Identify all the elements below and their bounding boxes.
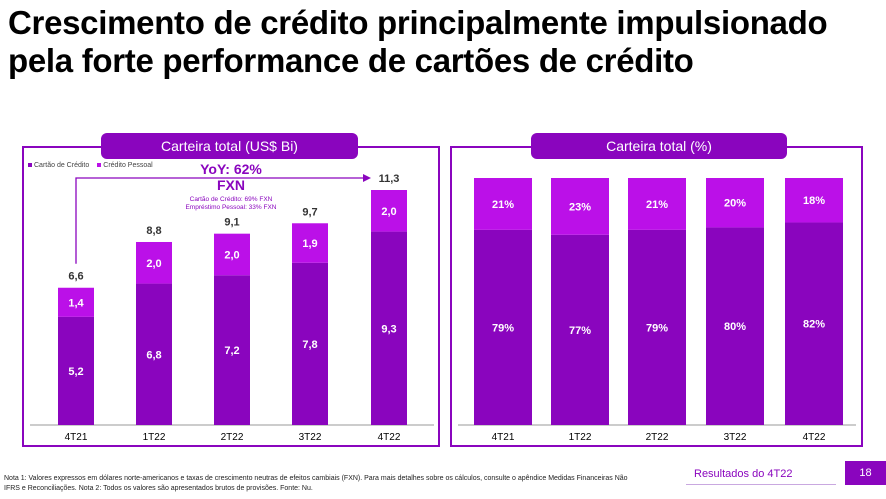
right-chart-panel	[450, 146, 863, 447]
legend-item-credit-card: Cartão de Crédito	[28, 162, 89, 169]
yoy-detail-personal-loan: Empréstimo Pessoal: 33% FXN	[185, 204, 277, 211]
page-number: 18	[845, 461, 886, 485]
page-title: Crescimento de crédito principalmente im…	[8, 4, 828, 79]
left-chart-header: Carteira total (US$ Bi)	[101, 133, 358, 159]
legend-label: Cartão de Crédito	[34, 162, 90, 169]
yoy-annotation: YoY: 62% FXN Cartão de Crédito: 69% FXN …	[176, 161, 286, 212]
legend-item-personal-loan: Crédito Pessoal	[97, 162, 153, 169]
right-chart-header: Carteira total (%)	[531, 133, 787, 159]
yoy-value: YoY: 62%	[200, 161, 262, 177]
footer-divider	[686, 484, 836, 485]
footer-label: Resultados do 4T22	[694, 468, 793, 480]
yoy-detail-credit-card: Cartão de Crédito: 69% FXN	[189, 196, 273, 203]
legend-swatch-dark	[28, 163, 32, 168]
footnote-line-2: IFRS e Reconciliações. Nota 2: Todos os …	[4, 485, 313, 492]
footnote-line-1: Nota 1: Valores expressos em dólares nor…	[4, 475, 628, 482]
chart-legend: Cartão de Crédito Crédito Pessoal	[28, 162, 153, 169]
yoy-fxn: FXN	[217, 177, 245, 193]
legend-label: Crédito Pessoal	[103, 162, 153, 169]
legend-swatch-light	[97, 163, 102, 168]
footnote: Nota 1: Valores expressos em dólares nor…	[4, 474, 684, 494]
